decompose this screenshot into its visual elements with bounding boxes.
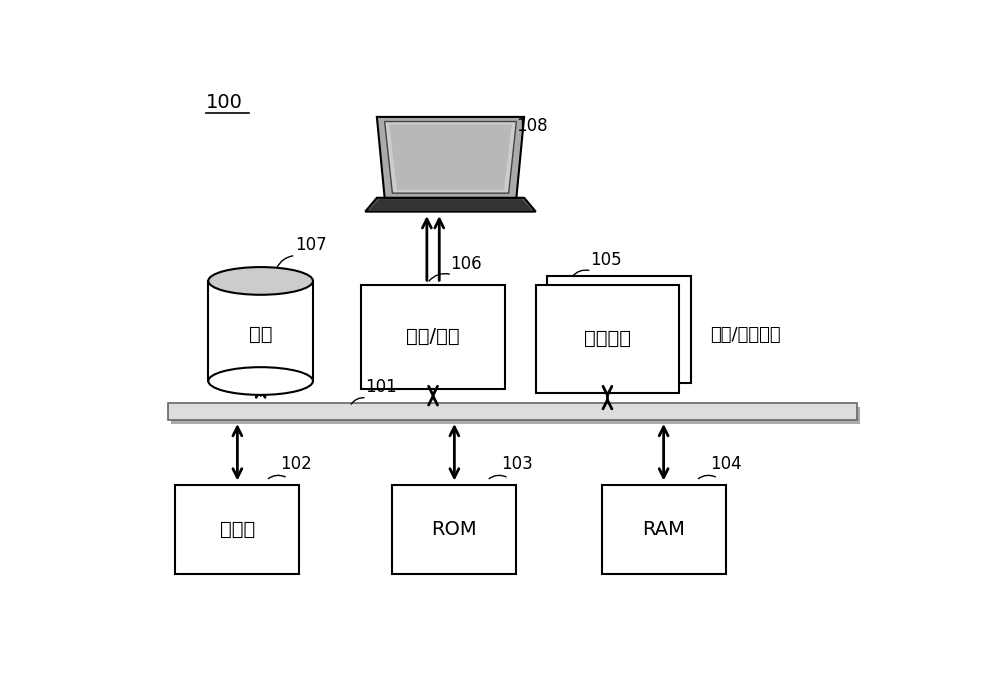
Text: 输入/输出: 输入/输出 [406,327,460,346]
FancyBboxPatch shape [171,407,860,424]
Polygon shape [389,125,512,190]
Text: 105: 105 [590,251,622,269]
Polygon shape [385,122,516,193]
FancyBboxPatch shape [175,485,299,574]
Text: 100: 100 [206,93,243,111]
Text: RAM: RAM [642,520,685,539]
Text: 103: 103 [501,455,533,473]
Ellipse shape [208,367,313,395]
FancyBboxPatch shape [547,275,691,383]
FancyBboxPatch shape [602,485,726,574]
Text: 102: 102 [280,455,312,473]
Text: 101: 101 [365,379,397,397]
Polygon shape [365,198,536,212]
FancyBboxPatch shape [361,285,505,389]
FancyBboxPatch shape [392,485,516,574]
Text: ROM: ROM [432,520,477,539]
FancyBboxPatch shape [536,285,679,392]
Text: 硬盘: 硬盘 [249,325,272,345]
Text: 处理器: 处理器 [220,520,255,539]
Text: 107: 107 [296,236,327,254]
Polygon shape [369,199,532,210]
Text: 108: 108 [516,117,548,135]
Ellipse shape [208,267,313,295]
Text: 来自/去往网络: 来自/去往网络 [710,326,781,344]
Text: 106: 106 [450,255,482,273]
Text: 通信端口: 通信端口 [584,329,631,348]
FancyBboxPatch shape [168,403,857,419]
Polygon shape [377,117,524,198]
Text: 104: 104 [710,455,742,473]
FancyBboxPatch shape [208,281,313,381]
